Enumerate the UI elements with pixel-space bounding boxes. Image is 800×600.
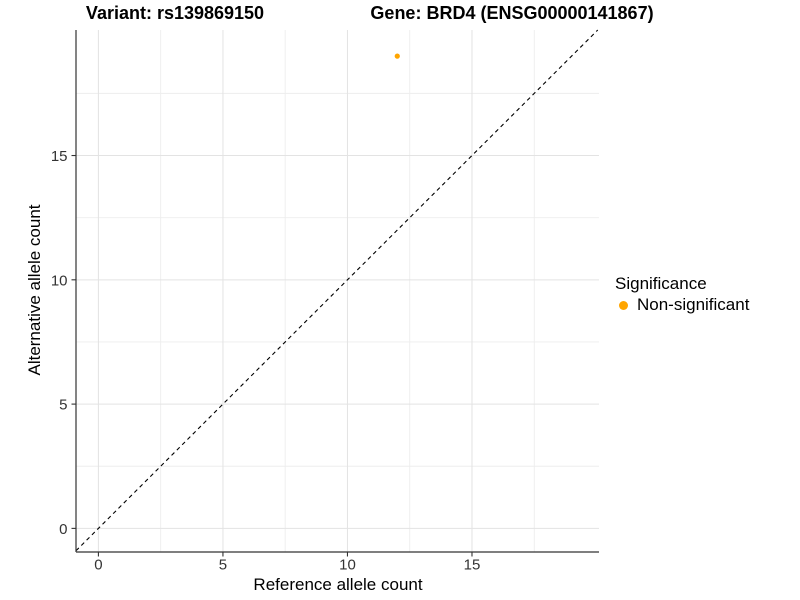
x-tick-label: 0 <box>94 557 102 574</box>
x-tick-label: 10 <box>339 557 356 574</box>
legend: Significance Non-significant <box>615 274 749 315</box>
y-tick-label: 0 <box>59 521 67 538</box>
y-axis-title: Alternative allele count <box>25 204 44 376</box>
data-point <box>394 53 400 59</box>
legend-key-dot <box>619 300 628 310</box>
y-tick-label: 15 <box>51 148 68 165</box>
x-axis-title: Reference allele count <box>253 575 423 594</box>
legend-item: Non-significant <box>615 295 749 315</box>
legend-title: Significance <box>615 274 707 293</box>
y-tick-label: 5 <box>59 397 67 414</box>
legend-item-label: Non-significant <box>637 295 750 314</box>
y-tick-label: 10 <box>51 272 68 289</box>
identity-line <box>75 29 599 552</box>
plot-title-variant: Variant: rs139869150 <box>85 3 265 23</box>
x-tick-label: 15 <box>464 557 481 574</box>
x-tick-label: 5 <box>219 557 227 574</box>
plot-title-gene: Gene: BRD4 (ENSG00000141867) <box>370 3 654 23</box>
